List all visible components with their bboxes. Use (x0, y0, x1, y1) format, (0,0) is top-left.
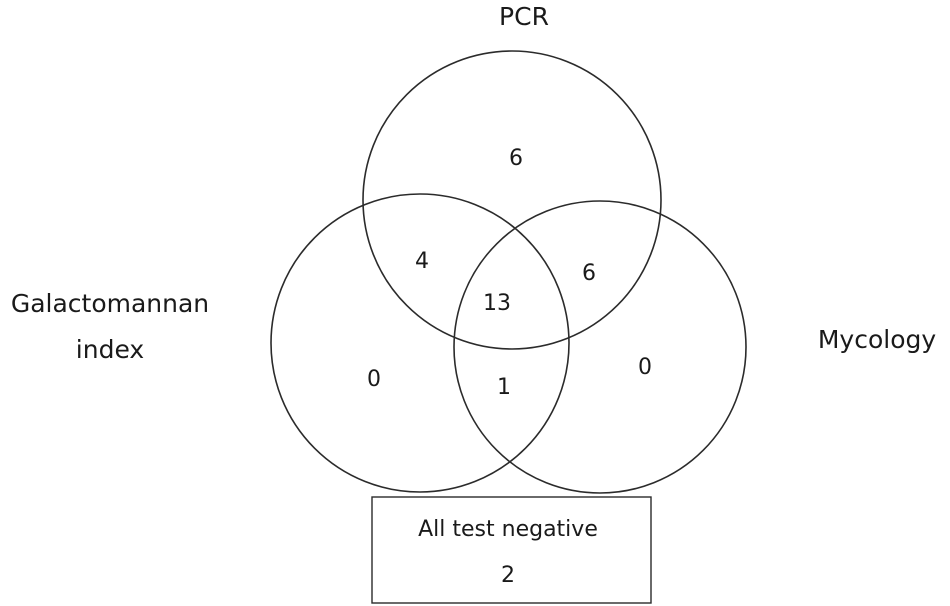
all-test-negative-box: All test negative 2 (371, 496, 652, 604)
region-pcr-only: 6 (509, 146, 523, 171)
mycology-circle (453, 200, 747, 494)
galactomannan-label-line2: index (76, 335, 144, 364)
galactomannan-label-line1: Galactomannan (11, 289, 209, 318)
region-pcr-and-mycology: 6 (582, 261, 596, 286)
pcr-label: PCR (499, 2, 549, 31)
region-mycology-only: 0 (638, 355, 652, 380)
galactomannan-circle (270, 193, 570, 493)
all-test-negative-count: 2 (501, 563, 515, 588)
region-pcr-and-galactomannan: 4 (415, 249, 429, 274)
pcr-circle (362, 50, 662, 350)
all-test-negative-label: All test negative (418, 517, 598, 542)
region-galactomannan-and-mycology: 1 (497, 375, 511, 400)
mycology-label: Mycology (818, 325, 937, 354)
region-all-three: 13 (483, 291, 511, 316)
region-galactomannan-only: 0 (367, 367, 381, 392)
